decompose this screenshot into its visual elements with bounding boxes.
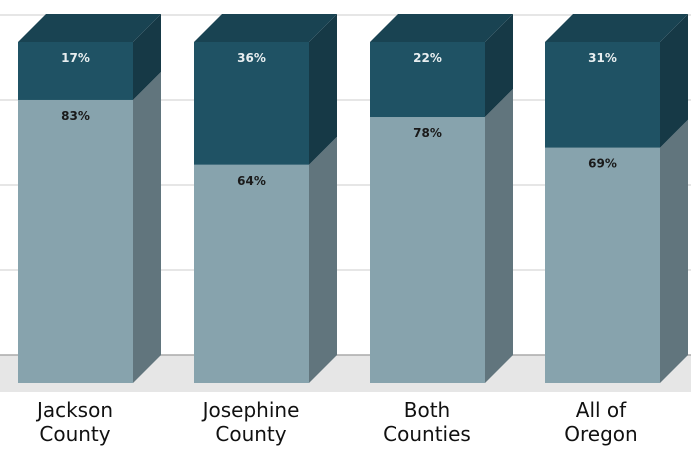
category-label-all-of-oregon: All of Oregon [526, 398, 676, 446]
category-label-both-counties: Both Counties [352, 398, 502, 446]
category-label-jackson-county: Jackson County [0, 398, 150, 446]
bar-3-upper-label: 31% [588, 51, 617, 65]
bar-1-segment-lower [194, 165, 309, 383]
bar-1-upper-label: 36% [237, 51, 266, 65]
bar-2-upper-label: 22% [413, 51, 442, 65]
bar-1-side-lower [309, 137, 337, 383]
bar-3-side-lower [660, 120, 688, 383]
bar-0-side-lower [133, 72, 161, 383]
bar-2-segment-lower [370, 117, 485, 383]
category-label-josephine-county: Josephine County [176, 398, 326, 446]
bar-0-segment-lower [18, 100, 133, 383]
bar-3-segment-lower [545, 148, 660, 383]
bar-0-upper-label: 17% [61, 51, 90, 65]
bar-2-lower-label: 78% [413, 126, 442, 140]
bar-1-lower-label: 64% [237, 174, 266, 188]
bar-3-lower-label: 69% [588, 157, 617, 171]
bar-0-lower-label: 83% [61, 109, 90, 123]
bar-2-side-lower [485, 89, 513, 383]
